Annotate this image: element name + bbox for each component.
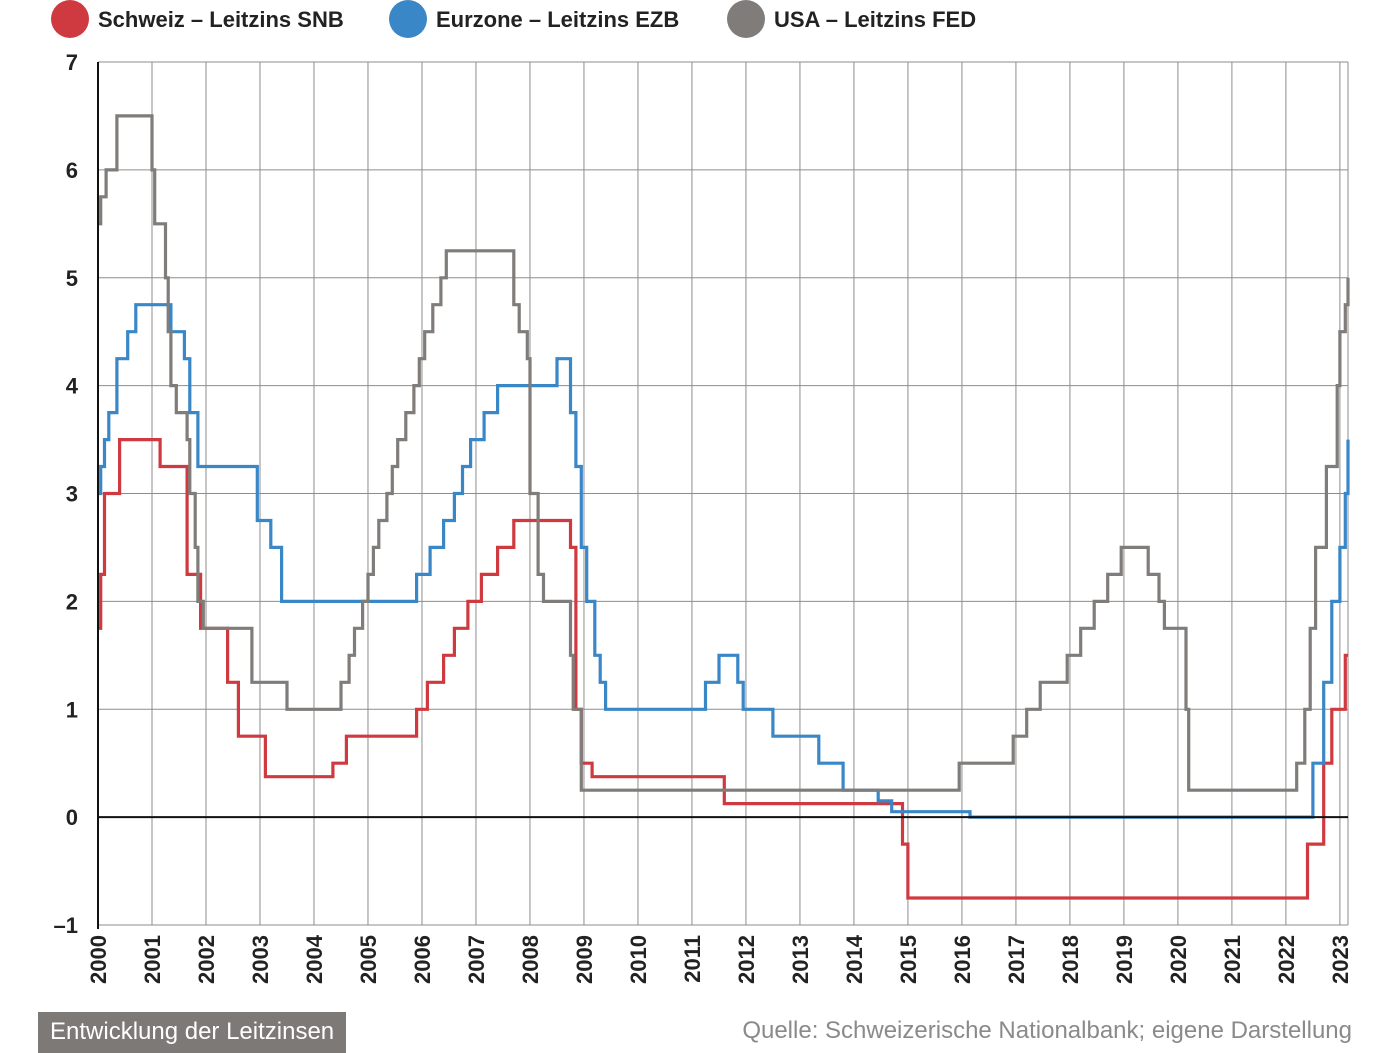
x-tick-label: 2010 — [626, 935, 651, 984]
x-tick-label: 2020 — [1166, 935, 1191, 984]
x-tick-label: 2021 — [1220, 935, 1245, 984]
x-tick-label: 2017 — [1004, 935, 1029, 984]
y-tick-label: 3 — [66, 482, 78, 507]
x-tick-label: 2004 — [302, 934, 327, 984]
x-tick-label: 2018 — [1058, 935, 1083, 984]
x-tick-label: 2011 — [680, 935, 705, 983]
source-note: Quelle: Schweizerische Nationalbank; eig… — [742, 1017, 1352, 1044]
y-tick-label: 2 — [66, 589, 78, 614]
x-tick-label: 2009 — [572, 935, 597, 984]
legend-marker — [51, 0, 89, 38]
x-tick-label: 2013 — [788, 935, 813, 984]
legend-label: Eurzone – Leitzins EZB — [436, 7, 679, 32]
y-tick-label: –1 — [54, 913, 78, 938]
x-tick-label: 2005 — [356, 935, 381, 984]
x-tick-label: 2002 — [194, 935, 219, 984]
x-tick-label: 2006 — [410, 935, 435, 984]
fed-step-line — [98, 114, 1350, 792]
y-tick-label: 1 — [66, 697, 78, 722]
y-tick-label: 4 — [66, 374, 79, 399]
y-tick-label: 7 — [66, 50, 78, 75]
x-tick-label: 2008 — [518, 935, 543, 984]
ezb-step-line — [98, 303, 1350, 819]
chart-title-label: Entwicklung der Leitzinsen — [38, 1012, 347, 1053]
x-tick-label: 2003 — [248, 935, 273, 984]
x-tick-label: 2019 — [1112, 935, 1137, 984]
legend-marker — [389, 0, 427, 38]
snb-step-line — [98, 438, 1348, 900]
chart-legend: Schweiz – Leitzins SNB Eurzone – Leitzins… — [51, 0, 976, 38]
x-tick-label: 2012 — [734, 935, 759, 984]
x-tick-label: 2007 — [464, 935, 489, 984]
y-tick-label: 6 — [66, 158, 78, 183]
chart-axes: 7 6 5 4 3 2 1 0 –1 2000 2001 2002 2003 2004 2005 2006 20… — [54, 50, 1353, 984]
x-tick-label: 2000 — [86, 935, 111, 984]
chart-series — [98, 114, 1350, 900]
x-tick-label: 2016 — [950, 935, 975, 984]
y-tick-label: 5 — [66, 266, 78, 291]
x-tick-label: 2022 — [1274, 935, 1299, 984]
x-tick-label: 2001 — [140, 935, 165, 984]
x-tick-label: 2023 — [1328, 935, 1353, 984]
leitzins-chart: Schweiz – Leitzins SNB Eurzone – Leitzins… — [51, 0, 1353, 984]
legend-label: Schweiz – Leitzins SNB — [98, 7, 344, 32]
x-tick-label: 2015 — [896, 935, 921, 984]
legend-marker — [727, 0, 765, 38]
legend-label: USA – Leitzins FED — [774, 7, 976, 32]
x-tick-label: 2014 — [842, 934, 867, 984]
y-tick-label: 0 — [66, 805, 78, 830]
